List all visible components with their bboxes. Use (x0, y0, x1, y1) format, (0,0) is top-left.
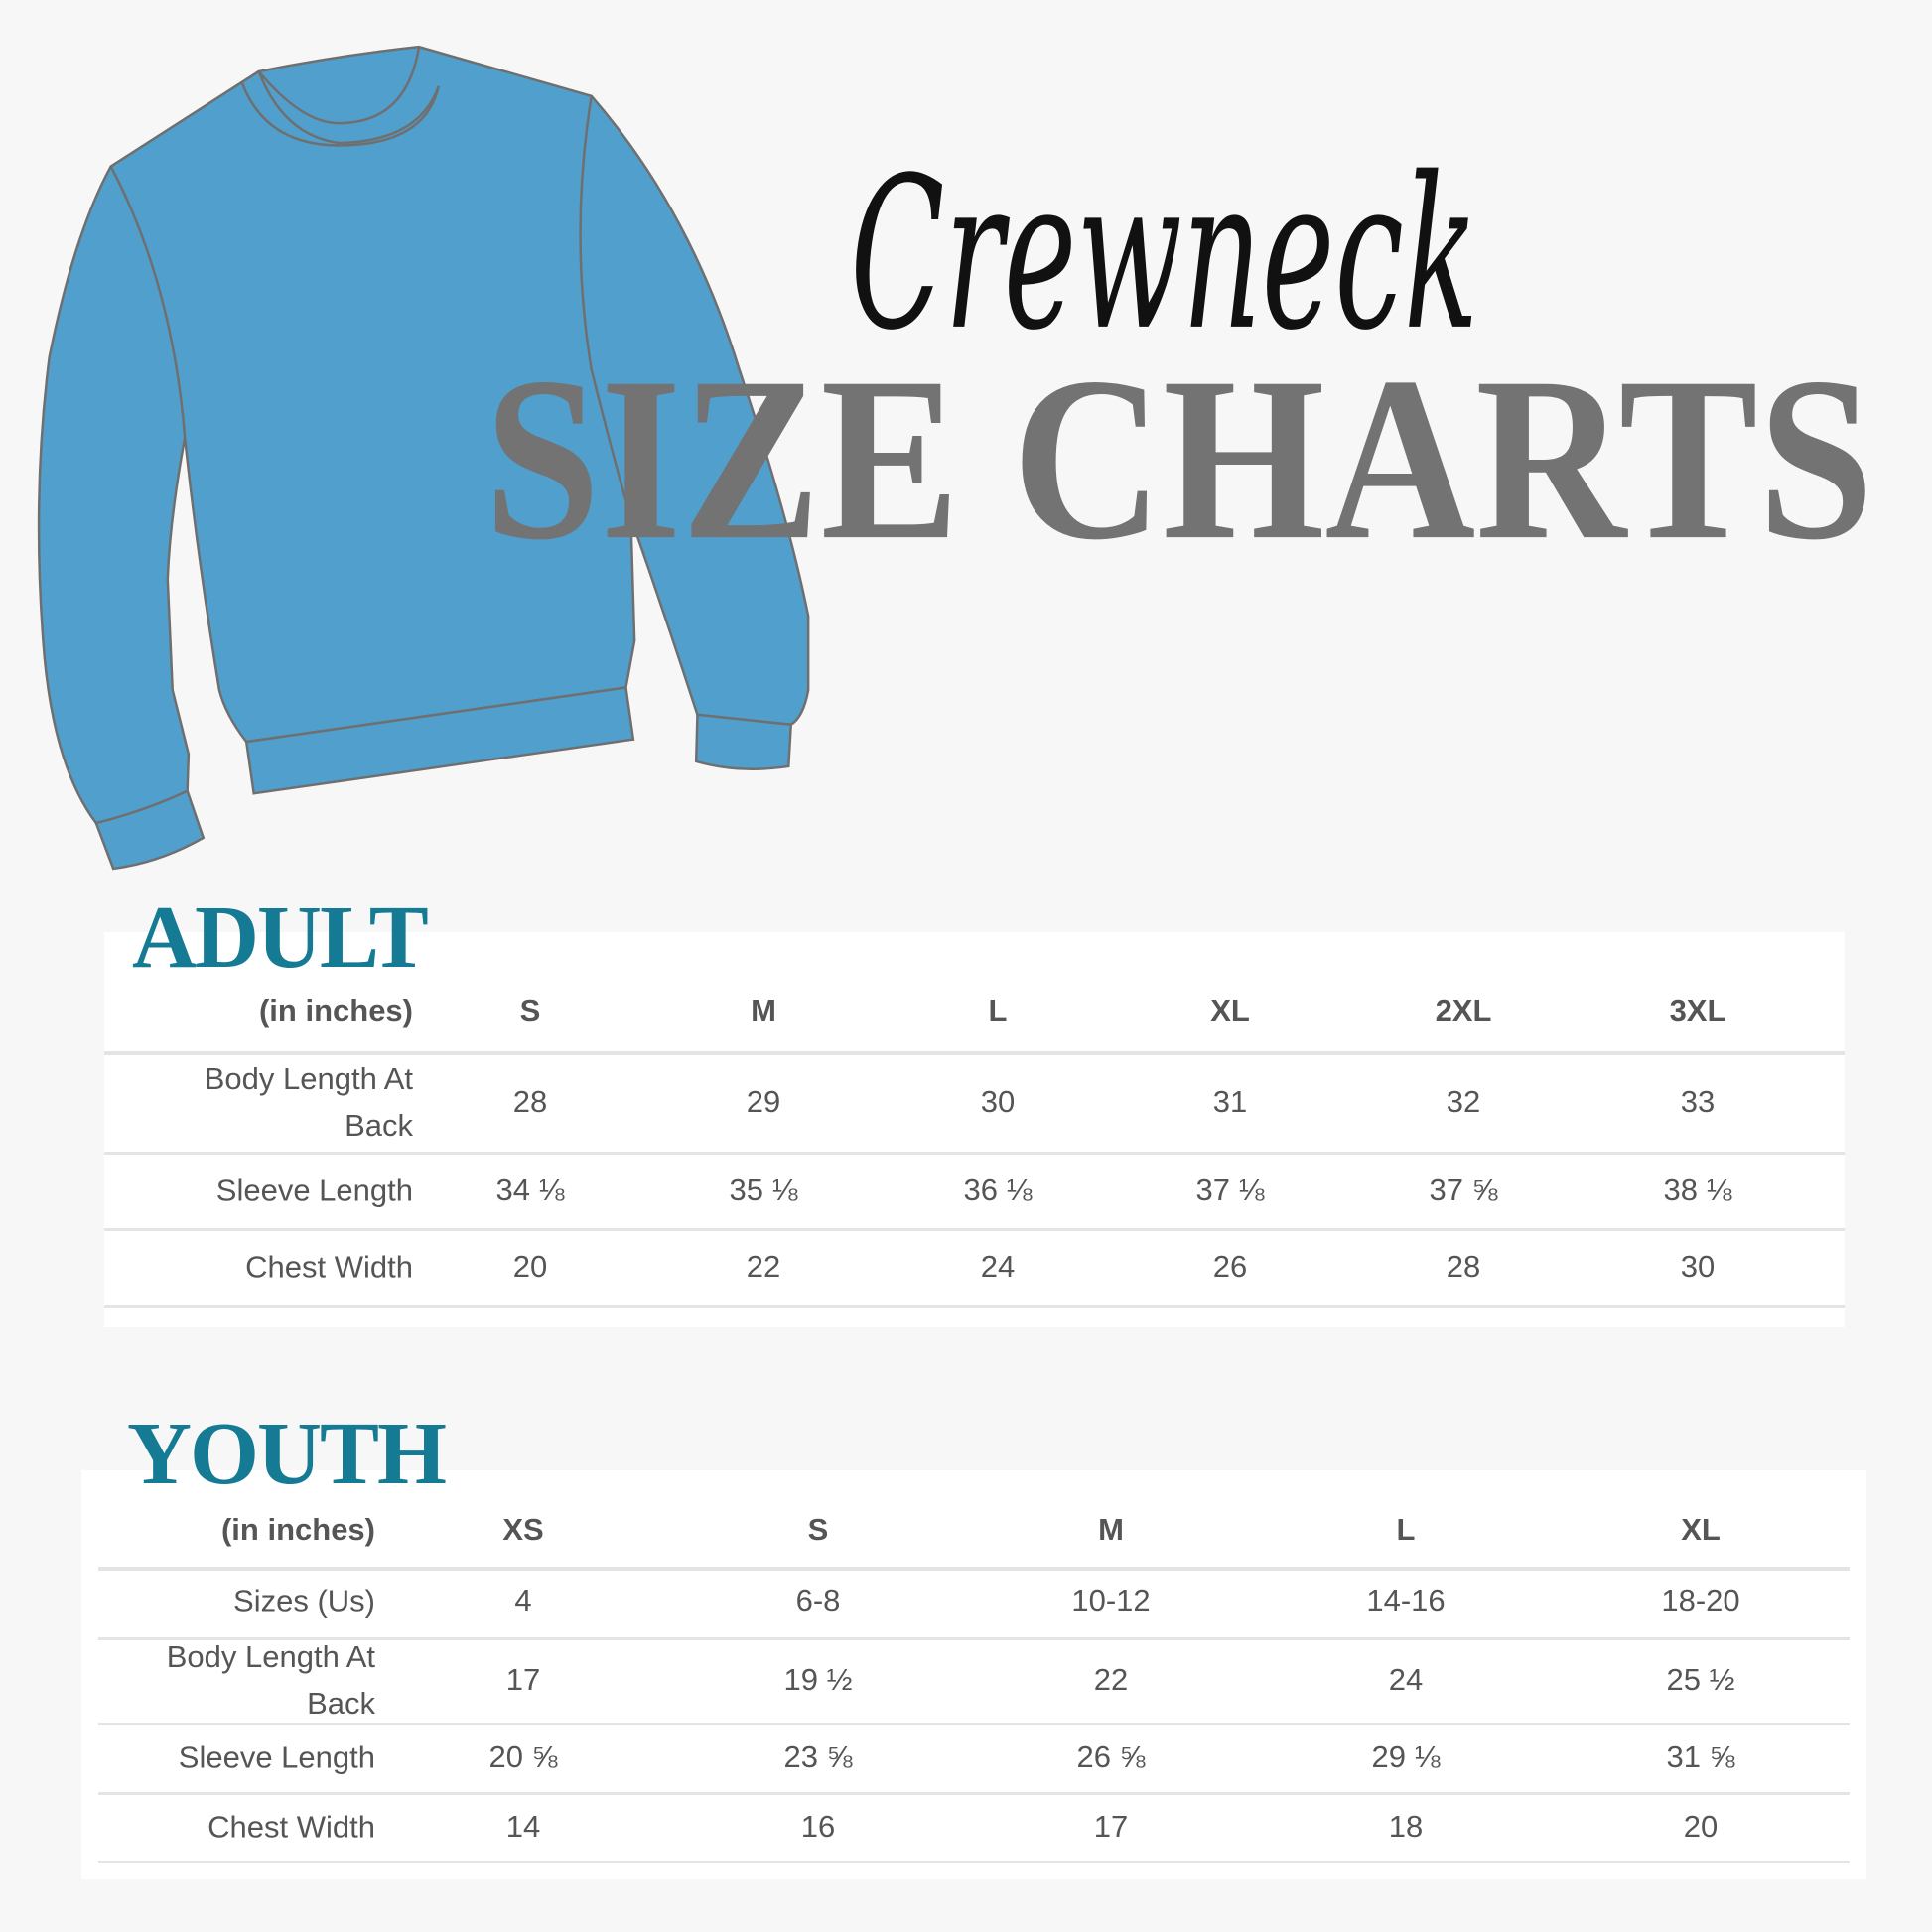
row-label: Chest Width (207, 1809, 375, 1845)
size-header: S (519, 993, 541, 1028)
size-header: M (751, 993, 776, 1028)
table-cell: 6-8 (795, 1584, 841, 1618)
row-divider (98, 1637, 1850, 1640)
table-cell: 28 (512, 1084, 548, 1119)
table-cell: 20 ⅝ (488, 1739, 558, 1774)
row-label: Body Length At Back (166, 1639, 375, 1721)
table-cell: 26 ⅝ (1076, 1739, 1146, 1774)
table-cell: 37 ⅝ (1429, 1173, 1498, 1207)
script-title: Crewneck (850, 132, 1478, 376)
table-cell: 23 ⅝ (783, 1739, 853, 1774)
table-cell: 30 (1680, 1249, 1716, 1284)
table-cell: 32 (1446, 1084, 1481, 1119)
row-divider (104, 1305, 1845, 1308)
table-cell: 14 (505, 1809, 541, 1844)
table-cell: 17 (505, 1662, 541, 1697)
table-cell: 18-20 (1661, 1584, 1740, 1618)
table-cell: 30 (980, 1084, 1016, 1119)
row-divider (104, 1152, 1845, 1155)
youth-size-table: (in inches) XS S M L XL Sizes (Us) 4 6-8 10-12 14-… (81, 1470, 1866, 1879)
table-cell: 28 (1446, 1249, 1481, 1284)
size-header: XS (502, 1512, 544, 1547)
table-cell: 34 ⅛ (495, 1173, 565, 1207)
table-cell: 26 (1212, 1249, 1248, 1284)
table-cell: 35 ⅛ (729, 1173, 798, 1207)
row-label: Sleeve Length (178, 1739, 375, 1775)
crewneck-sweatshirt-icon (37, 45, 810, 871)
table-cell: 29 ⅛ (1371, 1739, 1441, 1774)
size-header: XL (1681, 1512, 1721, 1547)
table-cell: 10-12 (1071, 1584, 1151, 1618)
adult-section-title: ADULT (132, 889, 429, 987)
row-label: Sleeve Length (215, 1173, 413, 1208)
table-cell: 24 (1388, 1662, 1424, 1697)
table-cell: 25 ½ (1666, 1662, 1735, 1697)
adult-size-table: (in inches) S M L XL 2XL 3XL Body Length At Bac… (104, 932, 1845, 1327)
size-header: 3XL (1669, 993, 1726, 1028)
table-cell: 24 (980, 1249, 1016, 1284)
row-divider (98, 1723, 1850, 1725)
size-header: L (1396, 1512, 1416, 1547)
table-cell: 20 (1683, 1809, 1719, 1844)
table-cell: 29 (746, 1084, 781, 1119)
table-cell: 19 ½ (783, 1662, 853, 1697)
row-divider (104, 1051, 1845, 1055)
table-cell: 20 (512, 1249, 548, 1284)
size-header: M (1098, 1512, 1124, 1547)
row-divider (98, 1792, 1850, 1795)
row-label: Chest Width (245, 1249, 413, 1285)
youth-section-title: YOUTH (127, 1405, 447, 1503)
unit-label: (in inches) (220, 1511, 375, 1547)
size-header: S (807, 1512, 829, 1547)
table-cell: 18 (1388, 1809, 1424, 1844)
page-title: SIZE CHARTS (484, 330, 1874, 589)
size-header: L (988, 993, 1008, 1028)
table-cell: 22 (746, 1249, 781, 1284)
row-divider (98, 1567, 1850, 1571)
table-cell: 4 (514, 1584, 532, 1618)
table-cell: 37 ⅛ (1195, 1173, 1265, 1207)
table-cell: 14-16 (1366, 1584, 1446, 1618)
row-divider (104, 1228, 1845, 1231)
table-cell: 31 ⅝ (1666, 1739, 1735, 1774)
row-label: Sizes (Us) (233, 1584, 375, 1619)
table-cell: 16 (800, 1809, 836, 1844)
size-header: XL (1210, 993, 1250, 1028)
table-cell: 33 (1680, 1084, 1716, 1119)
table-cell: 36 ⅛ (963, 1173, 1033, 1207)
table-cell: 22 (1093, 1662, 1129, 1697)
row-label: Body Length At Back (204, 1061, 413, 1143)
table-cell: 17 (1093, 1809, 1129, 1844)
table-cell: 38 ⅛ (1663, 1173, 1732, 1207)
unit-label: (in inches) (258, 992, 413, 1028)
table-cell: 31 (1212, 1084, 1248, 1119)
size-header: 2XL (1435, 993, 1492, 1028)
row-divider (98, 1861, 1850, 1863)
